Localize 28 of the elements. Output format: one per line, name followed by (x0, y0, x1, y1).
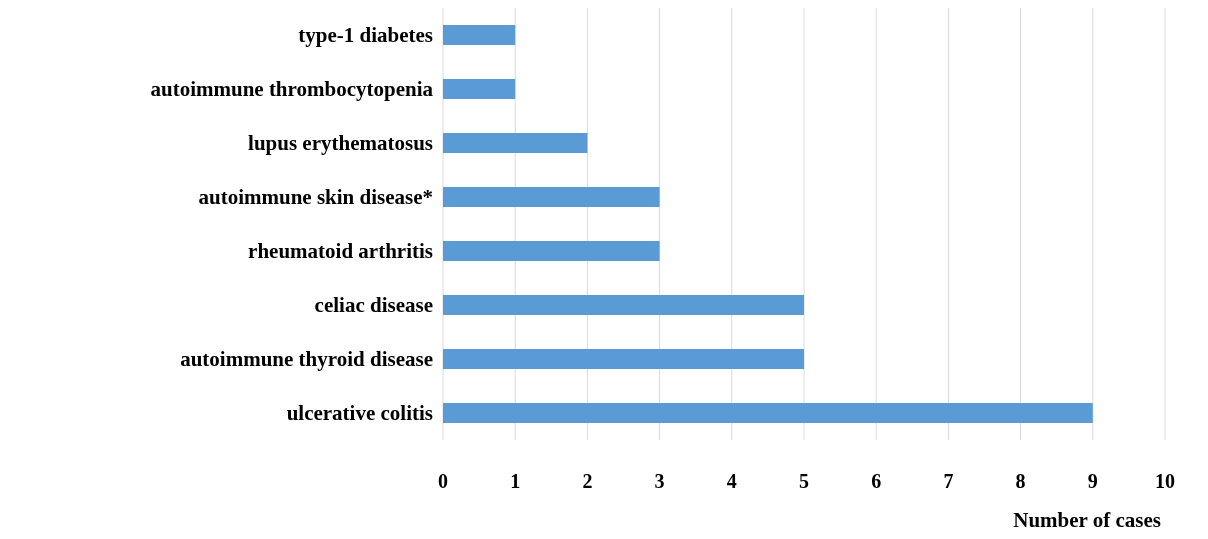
bar (443, 295, 804, 315)
bar (443, 25, 516, 45)
y-tick-label: rheumatoid arthritis (248, 239, 433, 264)
y-tick-label: celiac disease (314, 293, 433, 318)
x-tick-label: 0 (438, 470, 448, 493)
x-tick-label: 3 (654, 470, 665, 493)
y-tick-label: type-1 diabetes (298, 23, 433, 48)
bar (443, 133, 588, 153)
bar (443, 187, 660, 207)
x-tick-label: 4 (726, 470, 737, 493)
x-tick-label: 5 (799, 470, 809, 493)
bar (443, 349, 804, 369)
x-tick-label: 7 (943, 470, 954, 493)
x-tick-label: 9 (1087, 470, 1098, 493)
x-axis-title: Number of cases (1013, 508, 1161, 532)
bar (443, 403, 1093, 423)
x-tick-label: 6 (871, 470, 882, 493)
x-tick-label: 8 (1015, 470, 1026, 493)
y-tick-label: autoimmune thyroid disease (180, 347, 433, 372)
y-tick-label: lupus erythematosus (248, 131, 433, 156)
y-tick-label: autoimmune skin disease* (198, 185, 433, 210)
x-tick-label: 2 (582, 470, 593, 493)
y-tick-label: ulcerative colitis (286, 401, 433, 426)
bar (443, 79, 516, 99)
bar (443, 241, 660, 261)
x-tick-label: 10 (1155, 470, 1175, 493)
x-tick-label: 1 (510, 470, 521, 493)
y-tick-label: autoimmune thrombocytopenia (150, 77, 434, 102)
